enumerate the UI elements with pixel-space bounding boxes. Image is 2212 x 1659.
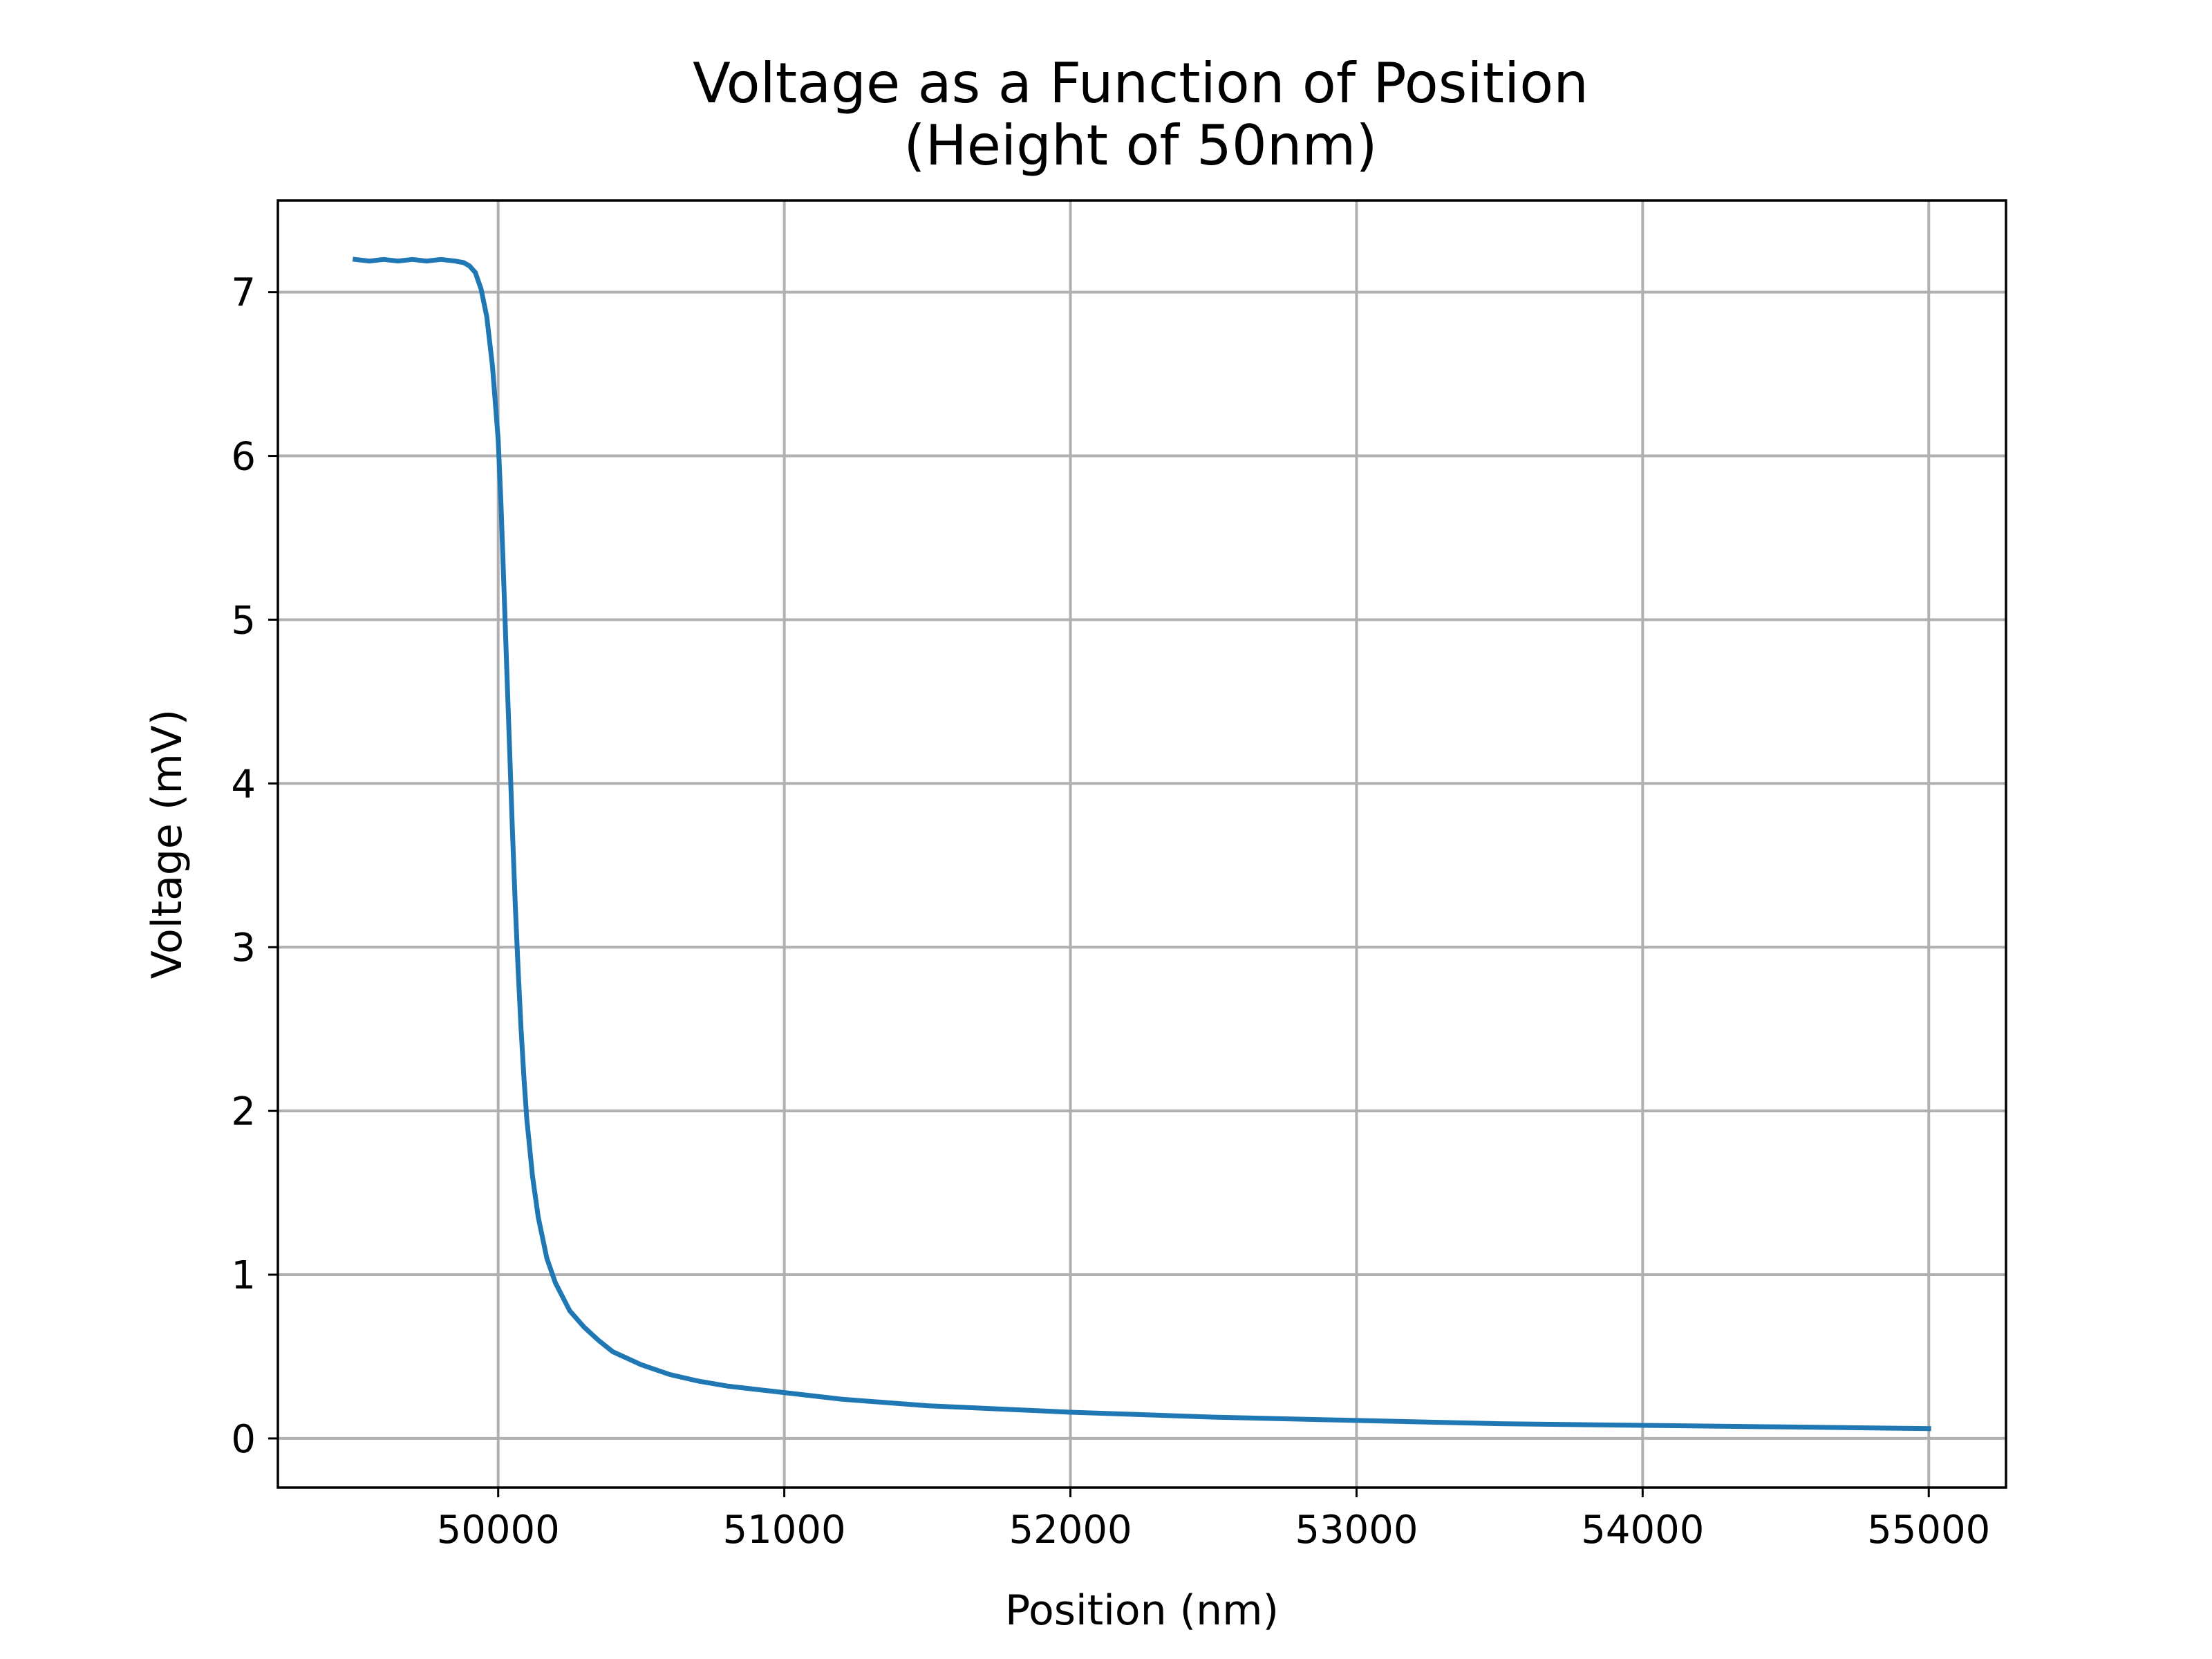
y-tick-label: 7 xyxy=(231,271,256,316)
voltage-series-line xyxy=(352,256,1931,1432)
x-tick-label: 52000 xyxy=(1009,1508,1132,1553)
y-tick-label: 3 xyxy=(231,926,256,971)
y-tick-label: 0 xyxy=(231,1417,256,1462)
chart-title-line-1: Voltage as a Function of Position xyxy=(693,51,1588,115)
x-tick-label: 51000 xyxy=(723,1508,846,1553)
y-tick-label: 5 xyxy=(231,598,256,643)
y-tick-label: 6 xyxy=(231,435,256,480)
x-tick-label: 50000 xyxy=(437,1508,560,1553)
y-tick-label: 4 xyxy=(231,762,256,807)
grid-lines xyxy=(278,200,2006,1488)
x-tick-label: 55000 xyxy=(1867,1508,1990,1553)
y-tick-label: 2 xyxy=(231,1089,256,1134)
chart-title-line-2: (Height of 50nm) xyxy=(903,113,1377,178)
x-tick-label: 53000 xyxy=(1295,1508,1418,1553)
y-axis-label: Voltage (mV) xyxy=(143,709,191,979)
plot-frame xyxy=(276,199,2007,1489)
x-axis-label: Position (nm) xyxy=(1005,1586,1279,1635)
y-tick-label: 1 xyxy=(231,1253,256,1298)
x-tick-label: 54000 xyxy=(1581,1508,1704,1553)
axis-ticks: 50000 51000 52000 53000 54000 55000 0 1 2 3 4 5 6 7 xyxy=(231,271,1990,1553)
